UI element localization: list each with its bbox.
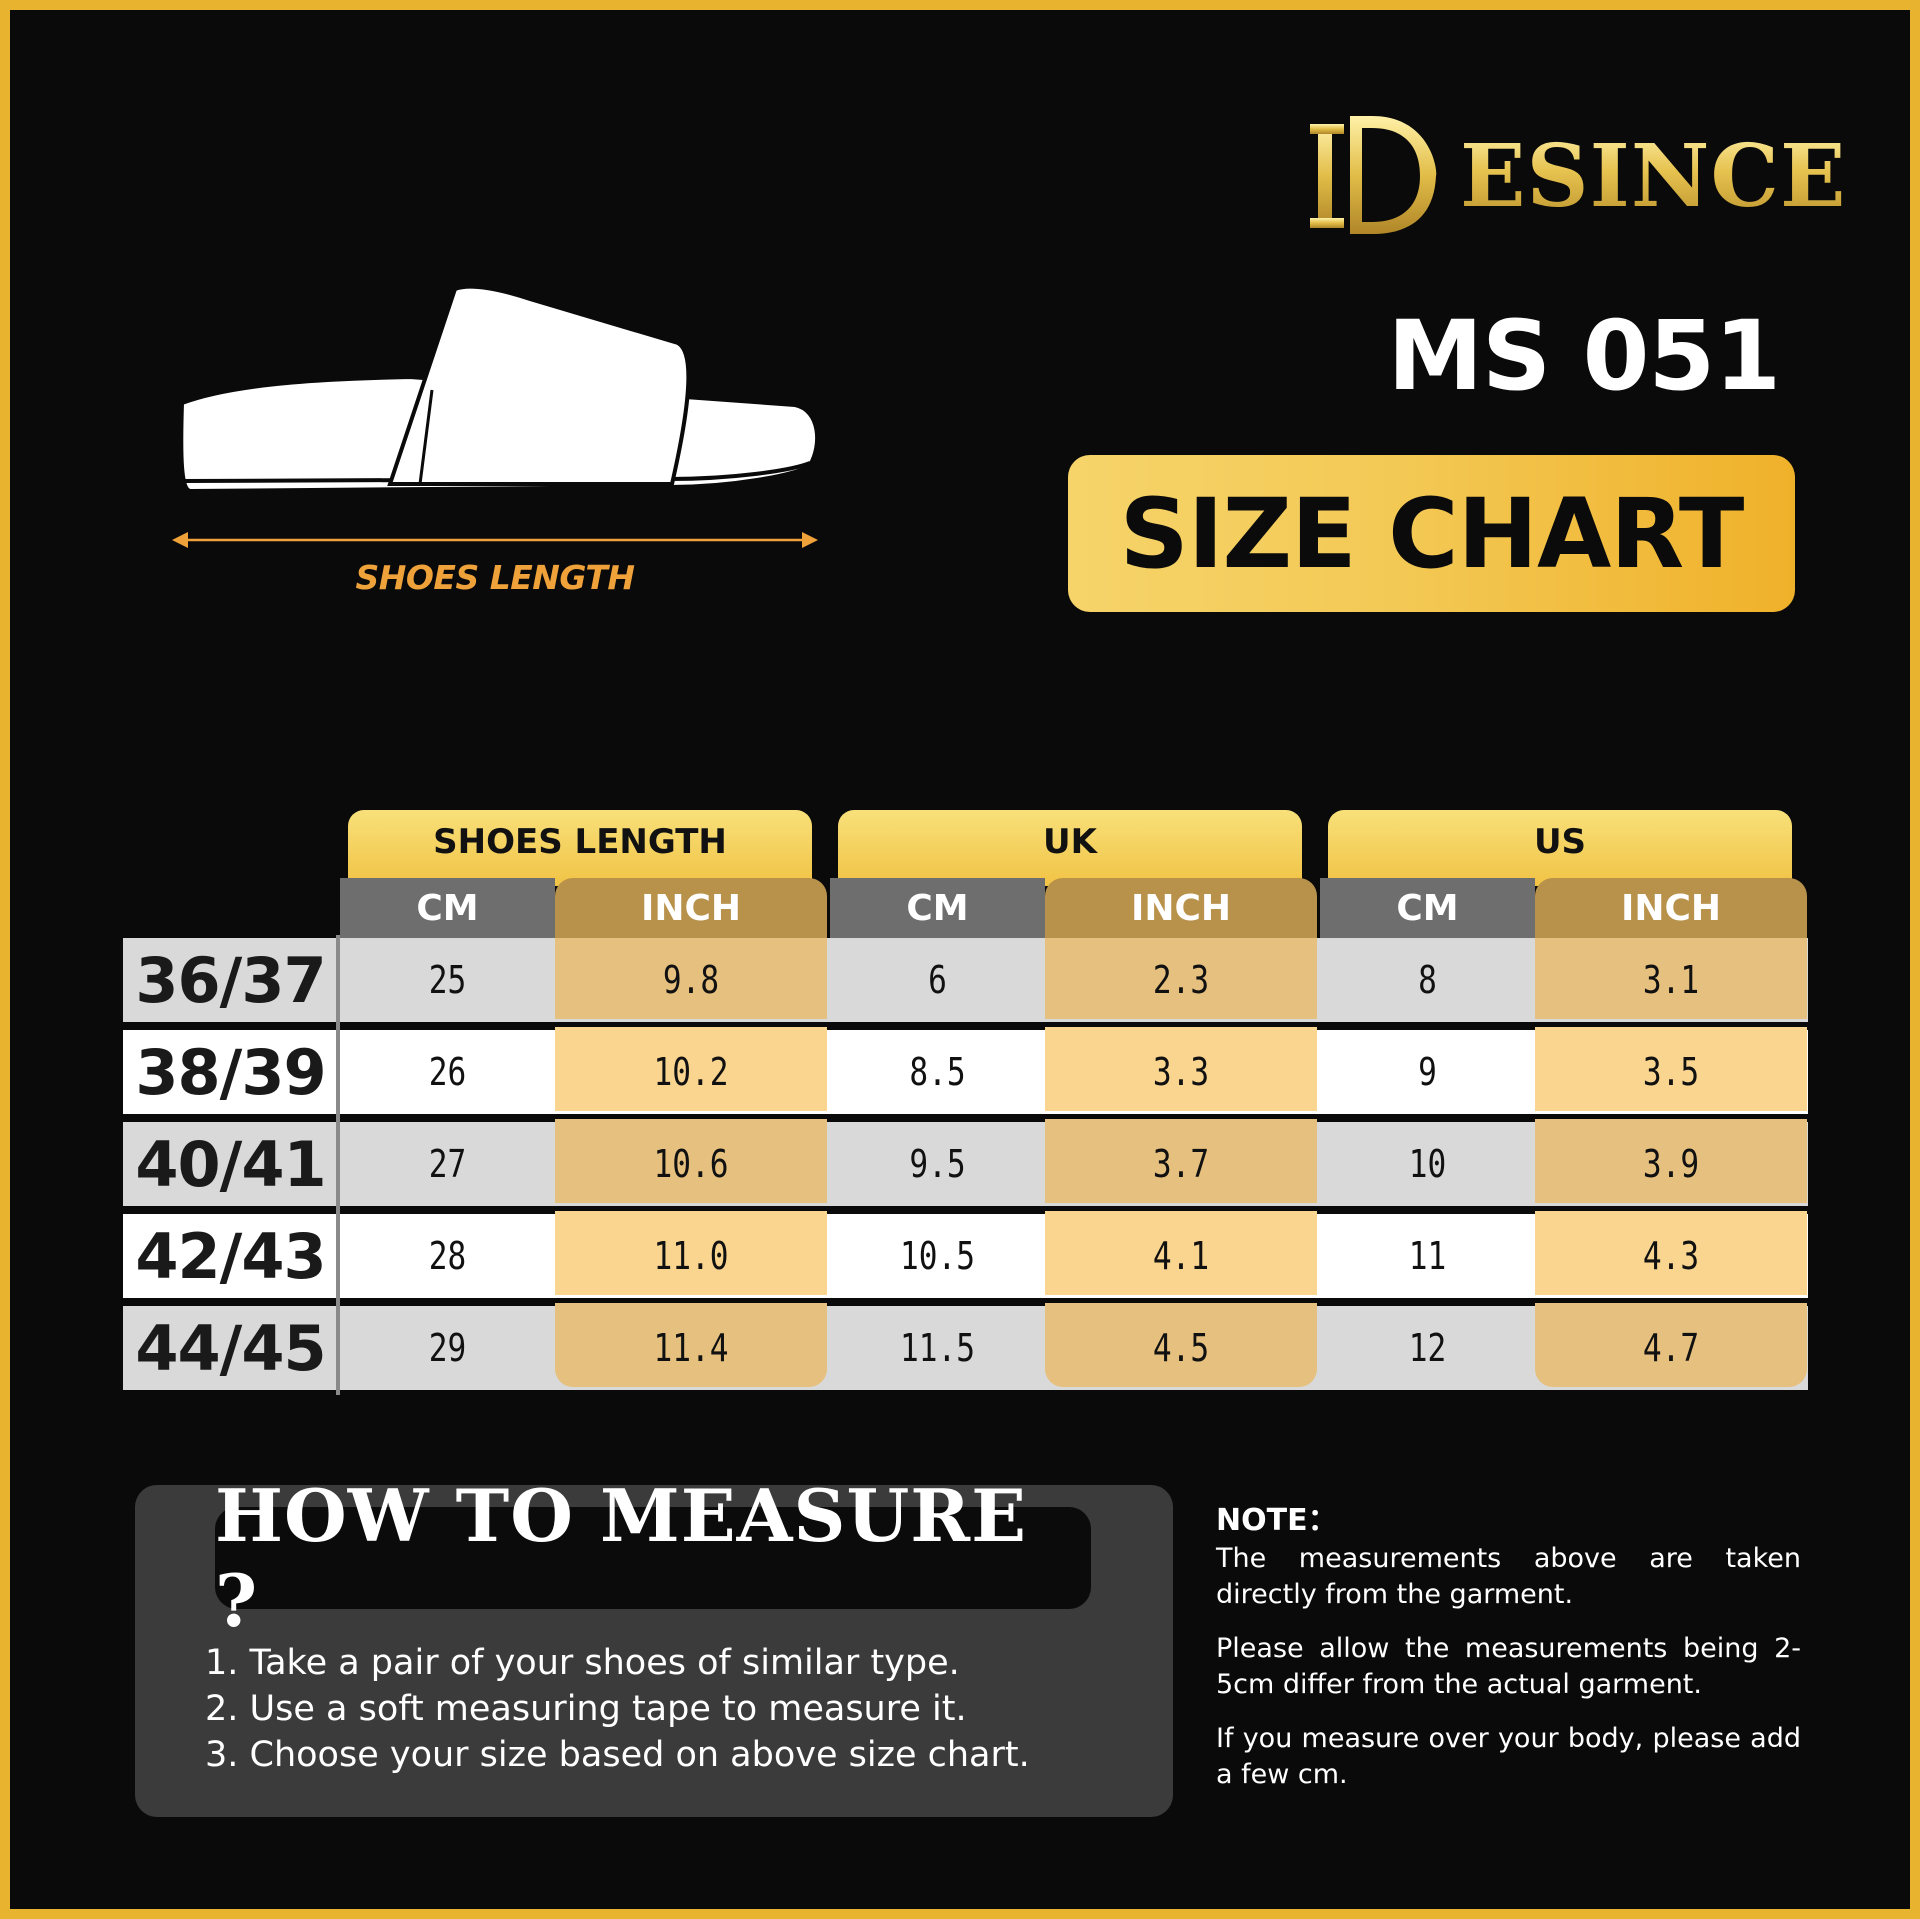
- table-cell: 9.5: [909, 1142, 966, 1186]
- size-label: 44/45: [123, 1306, 338, 1390]
- table-cell: 11.4: [653, 1326, 729, 1370]
- shoes-length-caption: SHOES LENGTH: [355, 558, 635, 597]
- size-label-divider: [336, 935, 340, 1395]
- group-header: SHOES LENGTH: [348, 810, 812, 886]
- table-cell: 26: [428, 1050, 467, 1094]
- inch-column: [555, 935, 827, 1395]
- cm-header: CM: [1320, 878, 1535, 938]
- table-cell: 11: [1408, 1234, 1447, 1278]
- table-cell: 4.7: [1642, 1326, 1700, 1370]
- table-cell: 8.5: [909, 1050, 966, 1094]
- size-label: 36/37: [123, 938, 338, 1022]
- table-cell: 10.6: [653, 1142, 729, 1186]
- inch-cell-bg: [555, 935, 827, 1019]
- table-cell: 2.3: [1152, 958, 1210, 1002]
- how-to-measure-title: HOW TO MEASURE ?: [215, 1473, 1091, 1643]
- how-to-measure-steps: 1. Take a pair of your shoes of similar …: [205, 1640, 1165, 1778]
- model-number: MS 051: [1387, 300, 1781, 412]
- measure-step: 3. Choose your size based on above size …: [205, 1735, 1030, 1775]
- group-header: US: [1328, 810, 1792, 886]
- table-cell: 4.3: [1642, 1234, 1700, 1278]
- inch-cell-bg: [1045, 1211, 1317, 1295]
- inch-cell-bg: [1045, 1119, 1317, 1203]
- inch-cell-bg: [1045, 1027, 1317, 1111]
- table-cell: 4.1: [1152, 1234, 1210, 1278]
- table-cell: 29: [428, 1326, 467, 1370]
- table-cell: 11.0: [653, 1234, 729, 1278]
- inch-header: INCH: [1535, 878, 1807, 938]
- inch-cell-bg: [1535, 1303, 1807, 1387]
- table-cell: 6: [928, 958, 947, 1002]
- size-label: 40/41: [123, 1122, 338, 1206]
- table-cell: 9: [1418, 1050, 1437, 1094]
- inch-cell-bg: [1045, 935, 1317, 1019]
- cm-header: CM: [830, 878, 1045, 938]
- inch-cell-bg: [1535, 1211, 1807, 1295]
- inch-cell-bg: [1535, 1119, 1807, 1203]
- inch-cell-bg: [1535, 1027, 1807, 1111]
- brand-logo: D ESINCE: [1310, 110, 1846, 245]
- measure-step: 1. Take a pair of your shoes of similar …: [205, 1643, 960, 1683]
- note-title: NOTE：: [1216, 1503, 1338, 1538]
- inch-column: [1045, 935, 1317, 1395]
- table-cell: 25: [428, 958, 467, 1002]
- size-chart-canvas: SHOES LENGTH D ESINCE MS 051 SIZE CHART …: [10, 10, 1910, 1909]
- inch-cell-bg: [555, 1211, 827, 1295]
- table-cell: 3.9: [1642, 1142, 1700, 1186]
- inch-header: INCH: [555, 878, 827, 938]
- size-chart-badge: SIZE CHART: [1068, 455, 1795, 612]
- inch-cell-bg: [555, 1119, 827, 1203]
- inch-cell-bg: [555, 1303, 827, 1387]
- table-cell: 3.5: [1642, 1050, 1700, 1094]
- note-paragraph: If you measure over your body, please ad…: [1216, 1723, 1801, 1790]
- brand-d-monogram-icon: [1310, 116, 1437, 234]
- size-label: 42/43: [123, 1214, 338, 1298]
- table-cell: 10.2: [653, 1050, 729, 1094]
- table-cell: 11.5: [899, 1326, 976, 1370]
- inch-cell-bg: [555, 1027, 827, 1111]
- table-cell: 3.7: [1152, 1142, 1210, 1186]
- table-cell: 4.5: [1152, 1326, 1210, 1370]
- table-cell: 12: [1408, 1326, 1447, 1370]
- table-cell: 28: [428, 1234, 467, 1278]
- slide-sandal-icon: [179, 284, 820, 494]
- table-cell: 3.3: [1152, 1050, 1210, 1094]
- table-cell: 9.8: [662, 958, 720, 1002]
- inch-cell-bg: [1535, 935, 1807, 1019]
- table-cell: 10: [1408, 1142, 1447, 1186]
- measure-step: 2. Use a soft measuring tape to measure …: [205, 1689, 967, 1729]
- size-label: 38/39: [123, 1030, 338, 1114]
- note-paragraph: The measurements above are taken directl…: [1216, 1543, 1801, 1610]
- group-header: UK: [838, 810, 1302, 886]
- table-cell: 10.5: [899, 1234, 976, 1278]
- note-paragraph: Please allow the measurements being 2-5c…: [1216, 1633, 1801, 1700]
- inch-header: INCH: [1045, 878, 1317, 938]
- brand-name: ESINCE: [1460, 126, 1847, 227]
- inch-column: [1535, 935, 1807, 1395]
- size-chart-title: SIZE CHART: [1119, 477, 1745, 590]
- note-section: NOTE： The measurements above are taken d…: [1216, 1495, 1801, 1811]
- table-cell: 27: [428, 1142, 467, 1186]
- table-cell: 8: [1418, 958, 1437, 1002]
- table-cell: 3.1: [1642, 958, 1700, 1002]
- cm-header: CM: [340, 878, 555, 938]
- length-arrow-icon: [172, 532, 818, 548]
- inch-cell-bg: [1045, 1303, 1317, 1387]
